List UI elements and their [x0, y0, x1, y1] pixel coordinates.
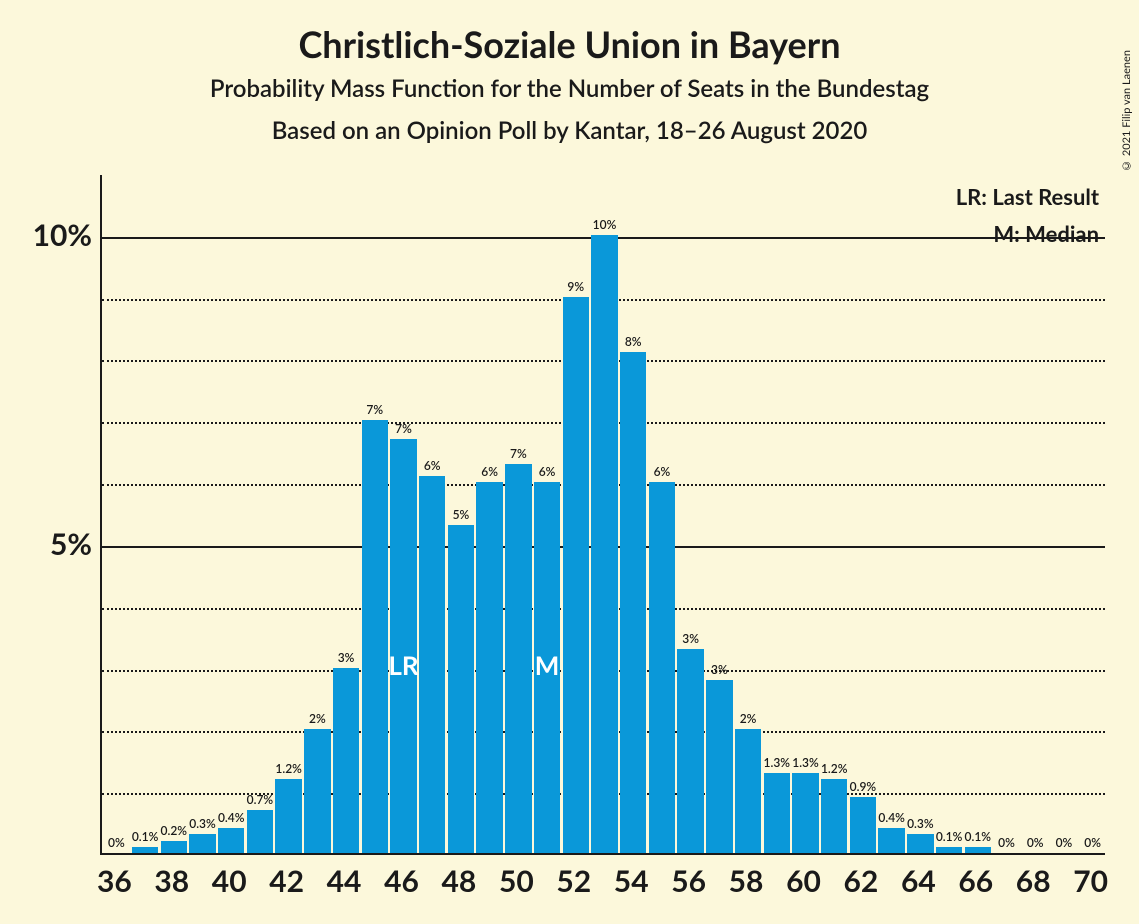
bar-value-label: 7% [510, 446, 527, 461]
chart-subtitle-1: Probability Mass Function for the Number… [0, 74, 1139, 103]
bar-value-label: 6% [654, 464, 671, 479]
bar [419, 476, 445, 853]
bar [563, 297, 589, 853]
bar-value-label: 6% [424, 458, 441, 473]
bar-value-label: 10% [593, 217, 617, 232]
bar-value-label: 0.3% [907, 816, 934, 831]
plot-area: 0%0.1%0.2%0.3%0.4%0.7%1.2%2%3%7%7%6%5%6%… [100, 175, 1105, 855]
bar [649, 482, 675, 853]
bar-value-label: 7% [366, 402, 383, 417]
bar [677, 649, 703, 853]
bar-value-label: 0.1% [132, 829, 159, 844]
bar-value-label: 5% [453, 507, 470, 522]
bar [850, 797, 876, 853]
x-tick-label: 66 [958, 863, 993, 899]
x-tick-label: 44 [327, 863, 362, 899]
bar-value-label: 0.4% [878, 810, 905, 825]
bar-value-label: 0% [998, 835, 1015, 850]
y-tick-label: 10% [33, 217, 92, 253]
bar-value-label: 0.2% [161, 823, 188, 838]
bar-value-label: 1.3% [764, 755, 791, 770]
bar-value-label: 0.1% [936, 829, 963, 844]
chart-title: Christlich-Soziale Union in Bayern [0, 22, 1139, 66]
bar [792, 773, 818, 853]
bar-value-label: 6% [481, 464, 498, 479]
x-tick-label: 36 [97, 863, 132, 899]
bar [333, 668, 359, 853]
x-tick-label: 68 [1016, 863, 1051, 899]
bar [390, 439, 416, 853]
bar-value-label: 0% [108, 835, 125, 850]
bar [936, 847, 962, 853]
bar-value-label: 0.9% [850, 779, 877, 794]
bar [448, 525, 474, 853]
x-tick-label: 58 [729, 863, 764, 899]
bar-value-label: 0.7% [247, 792, 274, 807]
x-tick-label: 48 [442, 863, 477, 899]
bar [706, 680, 732, 853]
x-tick-label: 64 [901, 863, 936, 899]
bar-value-label: 0% [1056, 835, 1073, 850]
bar [505, 464, 531, 853]
bar [362, 420, 388, 853]
bar [735, 729, 761, 853]
bar-value-label: 3% [338, 650, 355, 665]
bar-value-label: 7% [395, 421, 412, 436]
bar-value-label: 9% [567, 279, 584, 294]
x-tick-label: 60 [786, 863, 821, 899]
bar [907, 834, 933, 853]
bar-value-label: 0.1% [965, 829, 992, 844]
x-tick-label: 46 [384, 863, 419, 899]
bar-value-label: 3% [711, 662, 728, 677]
bar-value-label: 6% [539, 464, 556, 479]
marker-m: M [535, 649, 560, 681]
x-tick-label: 56 [671, 863, 706, 899]
bar-value-label: 0.4% [218, 810, 245, 825]
x-tick-label: 38 [154, 863, 189, 899]
bar [591, 235, 617, 853]
bar-value-label: 0% [1084, 835, 1101, 850]
bar-value-label: 3% [682, 631, 699, 646]
bar-value-label: 0.3% [189, 816, 216, 831]
bar-value-label: 8% [625, 334, 642, 349]
copyright-text: © 2021 Filip van Laenen [1120, 50, 1133, 172]
marker-lr: LR [388, 649, 418, 681]
y-tick-label: 5% [50, 526, 92, 562]
bar-value-label: 1.2% [275, 761, 302, 776]
bar [304, 729, 330, 853]
bar-value-label: 2% [740, 711, 757, 726]
bar [878, 828, 904, 853]
bar [620, 352, 646, 853]
bar [965, 847, 991, 853]
bar-value-label: 1.3% [792, 755, 819, 770]
bar [764, 773, 790, 853]
chart-subtitle-2: Based on an Opinion Poll by Kantar, 18–2… [0, 116, 1139, 145]
x-tick-label: 40 [212, 863, 247, 899]
x-tick-label: 70 [1073, 863, 1108, 899]
bar-value-label: 0% [1027, 835, 1044, 850]
bar [821, 779, 847, 853]
bar [476, 482, 502, 853]
bar-value-label: 1.2% [821, 761, 848, 776]
bar [218, 828, 244, 853]
x-tick-label: 42 [269, 863, 304, 899]
bar [132, 847, 158, 853]
bar-value-label: 2% [309, 711, 326, 726]
bar [189, 834, 215, 853]
x-tick-label: 62 [844, 863, 879, 899]
x-tick-label: 52 [556, 863, 591, 899]
x-tick-label: 50 [499, 863, 534, 899]
bar [275, 779, 301, 853]
bar [247, 810, 273, 853]
x-tick-label: 54 [614, 863, 649, 899]
bar [161, 841, 187, 853]
